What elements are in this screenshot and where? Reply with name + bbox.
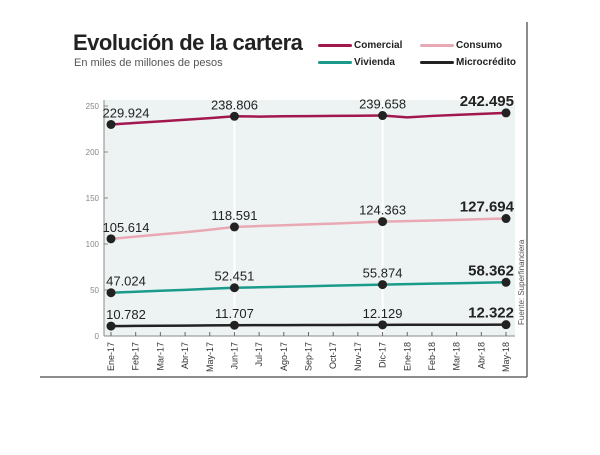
y-tick-label: 150 bbox=[86, 194, 100, 203]
x-tick-label: Oct-17 bbox=[328, 342, 338, 369]
chart-subtitle: En miles de millones de pesos bbox=[74, 57, 223, 69]
data-point bbox=[106, 119, 116, 129]
x-tick-label: Ene-17 bbox=[106, 342, 116, 371]
data-label: 55.874 bbox=[363, 266, 403, 281]
data-label: 127.694 bbox=[460, 199, 515, 216]
data-label: 238.806 bbox=[211, 97, 258, 112]
data-point bbox=[106, 321, 116, 331]
series-line-consumo bbox=[110, 217, 507, 241]
data-point bbox=[106, 234, 116, 244]
x-tick-label: Feb-18 bbox=[427, 342, 437, 371]
data-label: 242.495 bbox=[460, 93, 514, 110]
data-point bbox=[501, 108, 511, 118]
y-tick-label: 100 bbox=[86, 240, 100, 249]
data-point bbox=[501, 277, 511, 287]
legend-label: Comercial bbox=[354, 40, 403, 51]
plot-background bbox=[104, 100, 515, 336]
x-tick-label: Dic-17 bbox=[378, 342, 388, 368]
x-tick-label: Abr-17 bbox=[180, 342, 190, 369]
y-tick-label: 0 bbox=[95, 332, 100, 341]
data-label: 124.363 bbox=[359, 203, 406, 218]
series-line-microcrédito bbox=[110, 323, 507, 328]
data-label: 10.782 bbox=[106, 307, 146, 322]
data-point bbox=[229, 320, 239, 330]
data-label: 12.322 bbox=[468, 305, 514, 322]
legend-swatch bbox=[420, 61, 454, 64]
x-tick-label: Ene-18 bbox=[402, 342, 412, 371]
data-point bbox=[378, 111, 388, 121]
data-point bbox=[378, 280, 388, 290]
legend-microcredito: Microcrédito bbox=[420, 57, 516, 68]
legend-swatch bbox=[318, 61, 352, 64]
data-point bbox=[501, 214, 511, 224]
data-label: 118.591 bbox=[211, 208, 257, 223]
legend-consumo: Consumo bbox=[420, 40, 502, 51]
x-tick-label: May-18 bbox=[501, 342, 511, 372]
x-tick-label: Mar-17 bbox=[155, 342, 165, 371]
y-tick-label: 200 bbox=[86, 148, 100, 157]
data-label: 105.614 bbox=[103, 220, 150, 235]
data-point bbox=[378, 320, 388, 330]
legend-label: Vivienda bbox=[354, 57, 395, 68]
data-label: 58.362 bbox=[468, 262, 514, 279]
source-note: Fuente: Superfinanciera bbox=[517, 239, 526, 325]
legend-label: Microcrédito bbox=[456, 57, 517, 68]
legend-comercial: Comercial bbox=[318, 40, 402, 51]
data-point bbox=[501, 320, 511, 330]
legend-swatch bbox=[318, 44, 352, 47]
series-line-vivienda bbox=[110, 281, 507, 294]
data-label: 47.024 bbox=[106, 274, 146, 289]
y-tick-label: 250 bbox=[86, 102, 100, 111]
legend-label: Consumo bbox=[456, 40, 503, 51]
data-point bbox=[106, 288, 116, 298]
data-point bbox=[229, 222, 239, 232]
data-label: 229.924 bbox=[103, 105, 150, 120]
x-tick-label: Jun-17 bbox=[229, 342, 239, 370]
data-label: 12.129 bbox=[363, 306, 403, 321]
x-tick-label: Ago-17 bbox=[279, 342, 289, 371]
x-tick-label: Abr-18 bbox=[476, 342, 486, 369]
series-line-comercial bbox=[110, 111, 507, 126]
x-tick-label: Sep-17 bbox=[304, 342, 314, 371]
data-point bbox=[229, 111, 239, 121]
data-point bbox=[229, 283, 239, 293]
data-label: 239.658 bbox=[359, 97, 406, 112]
y-tick-label: 50 bbox=[90, 286, 99, 295]
chart-title: Evolución de la cartera bbox=[73, 30, 303, 55]
legend-swatch bbox=[420, 44, 454, 47]
x-tick-label: Nov-17 bbox=[353, 342, 363, 371]
x-tick-label: Mar-18 bbox=[452, 342, 462, 371]
data-label: 52.451 bbox=[215, 269, 255, 284]
x-tick-label: Feb-17 bbox=[131, 342, 141, 371]
x-tick-label: May-17 bbox=[205, 342, 215, 372]
x-tick-label: Jul-17 bbox=[254, 342, 264, 367]
legend-vivienda: Vivienda bbox=[318, 57, 395, 68]
data-label: 11.707 bbox=[215, 306, 254, 321]
data-point bbox=[378, 217, 388, 227]
